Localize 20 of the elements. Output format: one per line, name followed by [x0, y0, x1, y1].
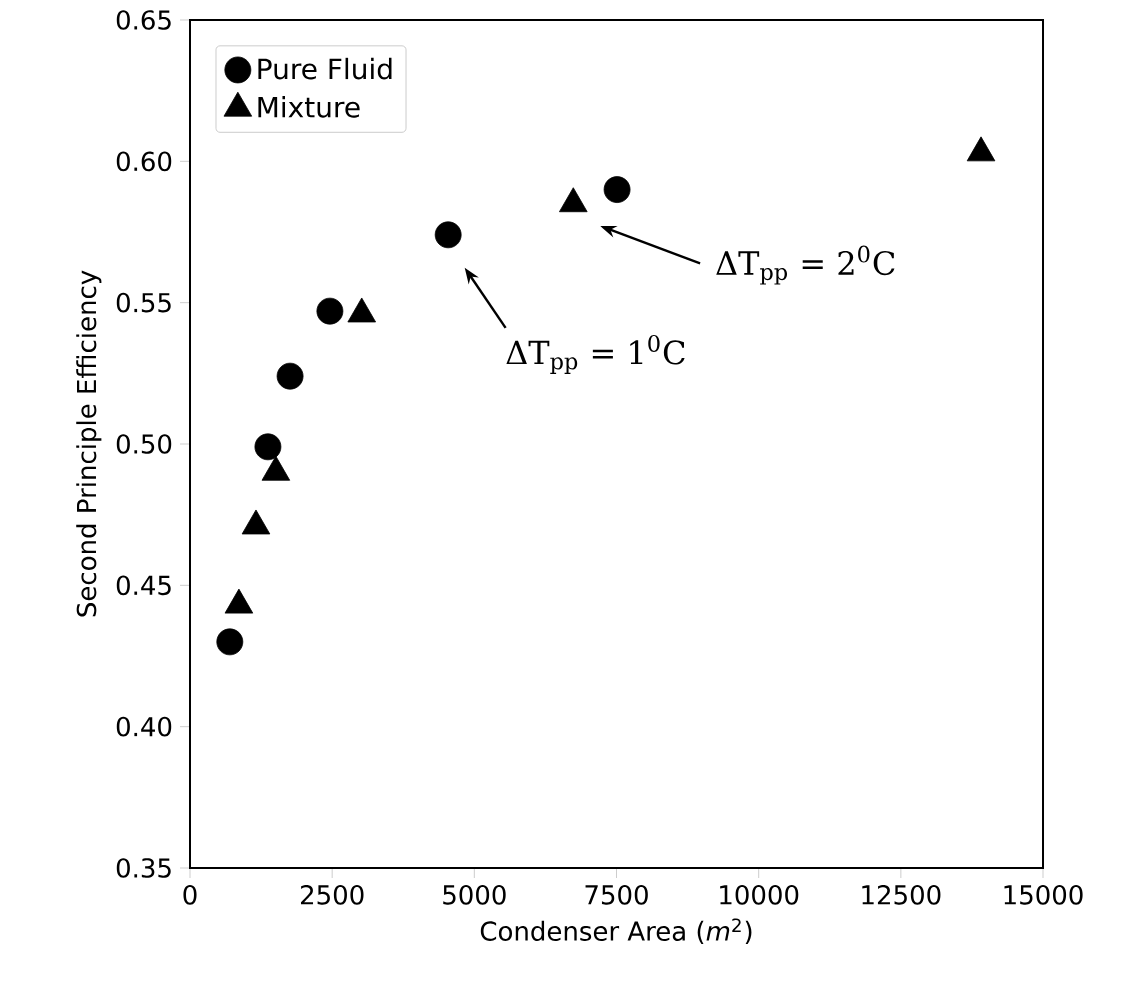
y-tick-label: 0.50: [116, 434, 172, 454]
annotation: ΔT$_{pp}$ = 2$^{0}$C: [716, 245, 895, 285]
y-tick-label: 0.40: [116, 716, 172, 737]
y-tick-label: 0.55: [116, 292, 171, 313]
y-tick-label: 0.65: [116, 10, 171, 30]
legend-label: Pure Fluid: [258, 57, 392, 80]
x-axis-title: Condenser Area (m$^{2}$): [480, 918, 752, 945]
x-tick-label: 5000: [443, 885, 506, 905]
annotation: ΔT$_{pp}$ = 1$^{0}$C: [506, 335, 685, 374]
y-tick-label: 0.35: [116, 858, 171, 878]
y-axis-title: Second Principle Efficiency: [76, 270, 102, 617]
x-tick-label: 7500: [585, 885, 648, 905]
y-tick-label: 0.45: [116, 575, 171, 596]
x-tick-label: 12500: [862, 885, 941, 905]
x-tick-label: 2500: [300, 885, 364, 905]
x-tick-label: 15000: [1004, 885, 1083, 905]
x-tick-label: 10000: [720, 885, 799, 905]
x-tick-label: 0: [183, 885, 197, 905]
y-tick-label: 0.60: [116, 151, 172, 172]
legend-label: Mixture: [258, 96, 360, 118]
